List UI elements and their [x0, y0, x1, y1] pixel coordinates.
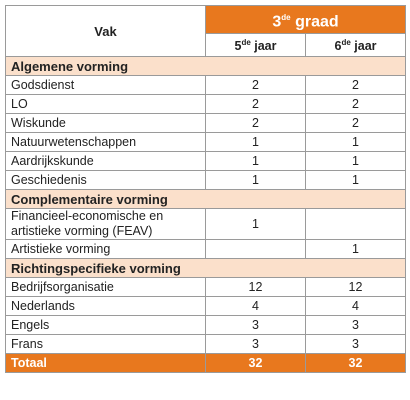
section-row: Richtingspecifieke vorming: [4, 258, 407, 278]
hours-cell: [304, 208, 407, 240]
section-row: Algemene vorming: [4, 56, 407, 76]
subject-row: Aardrijkskunde 1 1: [5, 151, 407, 171]
hours-cell: 1: [304, 239, 407, 259]
hours-cell: 1: [304, 132, 407, 152]
subject-cell: Artistieke vorming: [5, 239, 206, 259]
section-title: Algemene vorming: [4, 56, 407, 76]
section-title: Richtingspecifieke vorming: [4, 258, 407, 278]
year-header: 6de jaar: [304, 32, 407, 58]
hours-cell: 1: [205, 132, 306, 152]
hours-cell: 4: [304, 296, 407, 316]
hours-cell: 1: [304, 151, 407, 171]
grade-header: 3de graad: [204, 5, 407, 34]
hours-cell: 3: [205, 334, 306, 354]
section-title: Complementaire vorming: [4, 189, 407, 209]
year-sup: de: [341, 38, 351, 48]
subject-row: Financieel-economische en artistieke vor…: [5, 208, 407, 240]
grade-number: 3: [272, 12, 282, 30]
subject-row: LO 2 2: [5, 94, 407, 114]
hours-cell: 12: [304, 277, 407, 297]
subject-row: Natuurwetenschappen 1 1: [5, 132, 407, 152]
hours-cell: 3: [205, 315, 306, 335]
year-number: 6: [334, 39, 342, 54]
hours-cell: 3: [304, 315, 407, 335]
total-hours: 32: [304, 353, 407, 373]
subject-cell: Bedrijfsorganisatie: [5, 277, 206, 297]
subject-cell: Nederlands: [5, 296, 206, 316]
header-row: Vak 3de graad: [5, 5, 407, 57]
subject-row: Bedrijfsorganisatie 12 12: [5, 277, 407, 297]
subject-header: Vak: [5, 5, 206, 57]
section-row: Complementaire vorming: [4, 189, 407, 209]
timetable: Vak 3de graad 5de jaar 6de jaar Algemene …: [4, 5, 407, 373]
year-sup: de: [241, 38, 251, 48]
hours-cell: 1: [205, 151, 306, 171]
subject-cell: Geschiedenis: [5, 170, 206, 190]
hours-cell: 2: [304, 113, 407, 133]
hours-cell: 2: [205, 75, 306, 95]
subject-row: Godsdienst 2 2: [5, 75, 407, 95]
hours-cell: 4: [205, 296, 306, 316]
table-wrap: Vak 3de graad 5de jaar 6de jaar Algemene …: [4, 5, 407, 373]
year-text: jaar: [250, 39, 277, 54]
hours-cell: 2: [304, 75, 407, 95]
subject-row: Artistieke vorming 1: [5, 239, 407, 259]
subject-row: Geschiedenis 1 1: [5, 170, 407, 190]
hours-cell: 1: [304, 170, 407, 190]
grade-text: graad: [290, 12, 339, 30]
hours-cell: 2: [304, 94, 407, 114]
hours-cell: 2: [205, 94, 306, 114]
total-label: Totaal: [5, 353, 206, 373]
year-text: jaar: [350, 39, 377, 54]
subject-cell: LO: [5, 94, 206, 114]
hours-cell: [205, 239, 306, 259]
hours-cell: 1: [205, 170, 306, 190]
year-row: 5de jaar 6de jaar: [6, 32, 407, 58]
subject-cell: Natuurwetenschappen: [5, 132, 206, 152]
year-header: 5de jaar: [205, 32, 306, 58]
hours-cell: 12: [205, 277, 306, 297]
subject-row: Frans 3 3: [5, 334, 407, 354]
total-hours: 32: [205, 353, 306, 373]
subject-cell: Engels: [5, 315, 206, 335]
subject-row: Wiskunde 2 2: [5, 113, 407, 133]
total-row: Totaal 32 32: [5, 353, 407, 373]
subject-row: Engels 3 3: [5, 315, 407, 335]
subject-cell: Frans: [5, 334, 206, 354]
year-number: 5: [234, 39, 242, 54]
hours-cell: 2: [205, 113, 306, 133]
subject-cell: Financieel-economische en artistieke vor…: [5, 208, 206, 240]
subject-cell: Aardrijkskunde: [5, 151, 206, 171]
subject-row: Nederlands 4 4: [5, 296, 407, 316]
hours-cell: 3: [304, 334, 407, 354]
subject-cell: Godsdienst: [5, 75, 206, 95]
grade-sup: de: [281, 12, 291, 22]
hours-cell: 1: [205, 208, 306, 240]
subject-cell: Wiskunde: [5, 113, 206, 133]
